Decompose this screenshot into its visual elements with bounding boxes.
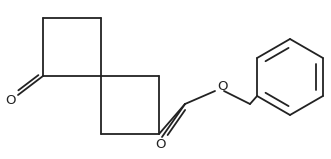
- Text: O: O: [217, 80, 227, 93]
- Text: O: O: [6, 93, 16, 107]
- Text: O: O: [155, 138, 165, 152]
